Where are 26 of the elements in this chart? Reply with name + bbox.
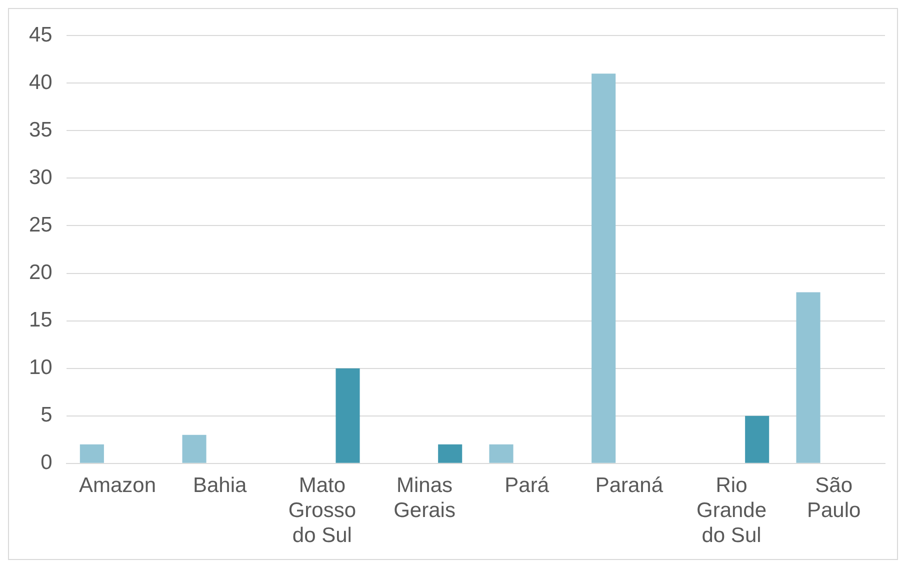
x-tick-label: Bahia [192,474,248,497]
x-tick-label: Minas Gerais [394,474,456,522]
bar [336,368,360,463]
x-tick-label: Amazon [79,474,156,497]
bar [592,74,616,463]
y-tick-label: 30 [29,166,52,189]
bar [438,444,462,463]
y-tick-label: 10 [29,356,52,380]
bar [489,444,514,463]
bar [745,416,770,463]
bar [182,434,206,463]
y-tick-label: 20 [29,261,52,284]
y-tick-label: 35 [29,118,52,142]
y-tick-label: 0 [40,451,52,474]
bar [796,292,820,463]
x-tick-label: São Paulo [806,474,861,522]
x-tick-label: Rio Grande do Sul [696,474,767,548]
y-tick-label: 45 [29,23,52,46]
y-tick-label: 15 [29,308,52,332]
x-tick-label: Mato Grosso do Sul [288,474,356,548]
y-tick-label: 25 [29,214,52,237]
bar [80,444,104,463]
y-tick-label: 5 [40,404,52,427]
x-tick-label: Pará [504,474,550,497]
y-tick-label: 40 [29,70,52,94]
x-tick-label: Paraná [595,474,664,497]
